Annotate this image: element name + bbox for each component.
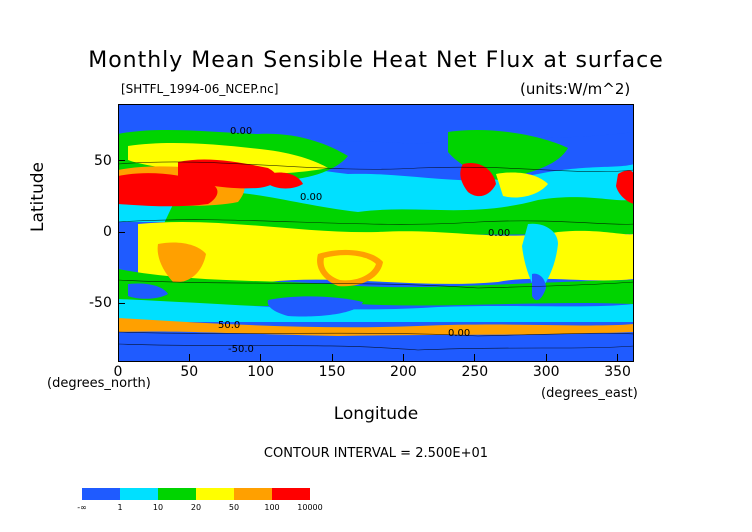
x-tick — [474, 354, 476, 361]
x-tick-label: 250 — [461, 364, 489, 380]
region-green-south — [118, 269, 634, 309]
x-tick-label: 100 — [247, 364, 274, 380]
colorbar-label: 10 — [152, 503, 164, 512]
x-tick — [617, 354, 619, 361]
colorbar-swatch — [158, 488, 196, 500]
contour-label-3: 0.00 — [488, 228, 510, 239]
map-title: Monthly Mean Sensible Heat Net Flux at s… — [88, 48, 664, 73]
x-tick — [188, 354, 190, 361]
colorbar-swatch — [196, 488, 234, 500]
contour-label-6: -50.0 — [228, 344, 254, 355]
contour-label-4: 50.0 — [218, 320, 240, 331]
contour-interval: CONTOUR INTERVAL = 2.500E+01 — [263, 446, 489, 461]
y-tick-label: 50 — [94, 152, 112, 169]
land-namerica-yellow — [496, 172, 548, 198]
land-asia-red — [268, 172, 303, 189]
y-tick-label: 0 — [103, 224, 112, 240]
region-blue-patch-2 — [128, 283, 168, 299]
x-tick — [117, 354, 119, 361]
contour-label-2: 0.00 — [300, 192, 322, 203]
x-axis-label: Longitude — [333, 404, 419, 424]
colorbar-swatch — [272, 488, 310, 500]
region-blue-patch-1 — [267, 296, 363, 317]
y-tick — [118, 160, 125, 162]
colorbar-label: 1 — [117, 503, 123, 512]
y-tick — [118, 302, 125, 304]
x-tick-label: 300 — [532, 364, 560, 380]
flux-map: 0.00 0.00 0.00 50.0 0.00 -50.0 — [118, 104, 634, 362]
colorbar-label: 50 — [228, 503, 240, 512]
x-tick — [545, 354, 547, 361]
x-axis-units: (degrees_east) — [541, 386, 638, 401]
land-samerica-blue — [532, 273, 546, 301]
x-tick-label: 50 — [180, 364, 199, 380]
colorbar-label: 10000 — [297, 503, 323, 512]
region-green-mid — [158, 191, 634, 236]
x-tick-label: 200 — [390, 364, 417, 380]
land-samerica-cyan — [522, 223, 558, 294]
flux-map-svg: 0.00 0.00 0.00 50.0 0.00 -50.0 — [118, 104, 634, 362]
file-name: [SHTFL_1994-06_NCEP.nc] — [121, 82, 279, 96]
x-tick-label: 350 — [604, 364, 631, 380]
y-axis-units: (degrees_north) — [47, 376, 151, 391]
colorbar-label: 20 — [190, 503, 202, 512]
units-label: (units:W/m^2) — [520, 80, 631, 98]
contour-label-5: 0.00 — [448, 328, 470, 339]
land-africa-orange — [157, 242, 206, 283]
y-axis-label: Latitude — [28, 162, 48, 232]
contour-lines — [118, 161, 634, 351]
x-tick — [331, 354, 333, 361]
x-tick — [403, 354, 405, 361]
x-tick — [260, 354, 262, 361]
contour-label-1: 0.00 — [230, 126, 252, 137]
colorbar-swatch — [120, 488, 158, 500]
colorbar — [82, 488, 310, 500]
colorbar-label: -∞ — [77, 503, 87, 512]
land-namerica-red — [460, 162, 496, 197]
y-tick-label: -50 — [89, 295, 112, 312]
region-cyan-south — [118, 299, 634, 326]
region-yellow-tropics — [138, 221, 634, 284]
land-europe-red — [616, 170, 634, 204]
land-australia-yellow — [323, 255, 376, 281]
region-orange-edge — [118, 318, 634, 336]
land-mideast-red — [178, 159, 277, 189]
colorbar-swatch — [234, 488, 272, 500]
colorbar-swatch — [82, 488, 120, 500]
y-tick — [118, 231, 125, 233]
x-tick-label: 150 — [318, 364, 346, 380]
x-tick-label: 0 — [113, 364, 123, 380]
map-frame — [118, 104, 634, 362]
colorbar-label: 100 — [264, 503, 280, 512]
